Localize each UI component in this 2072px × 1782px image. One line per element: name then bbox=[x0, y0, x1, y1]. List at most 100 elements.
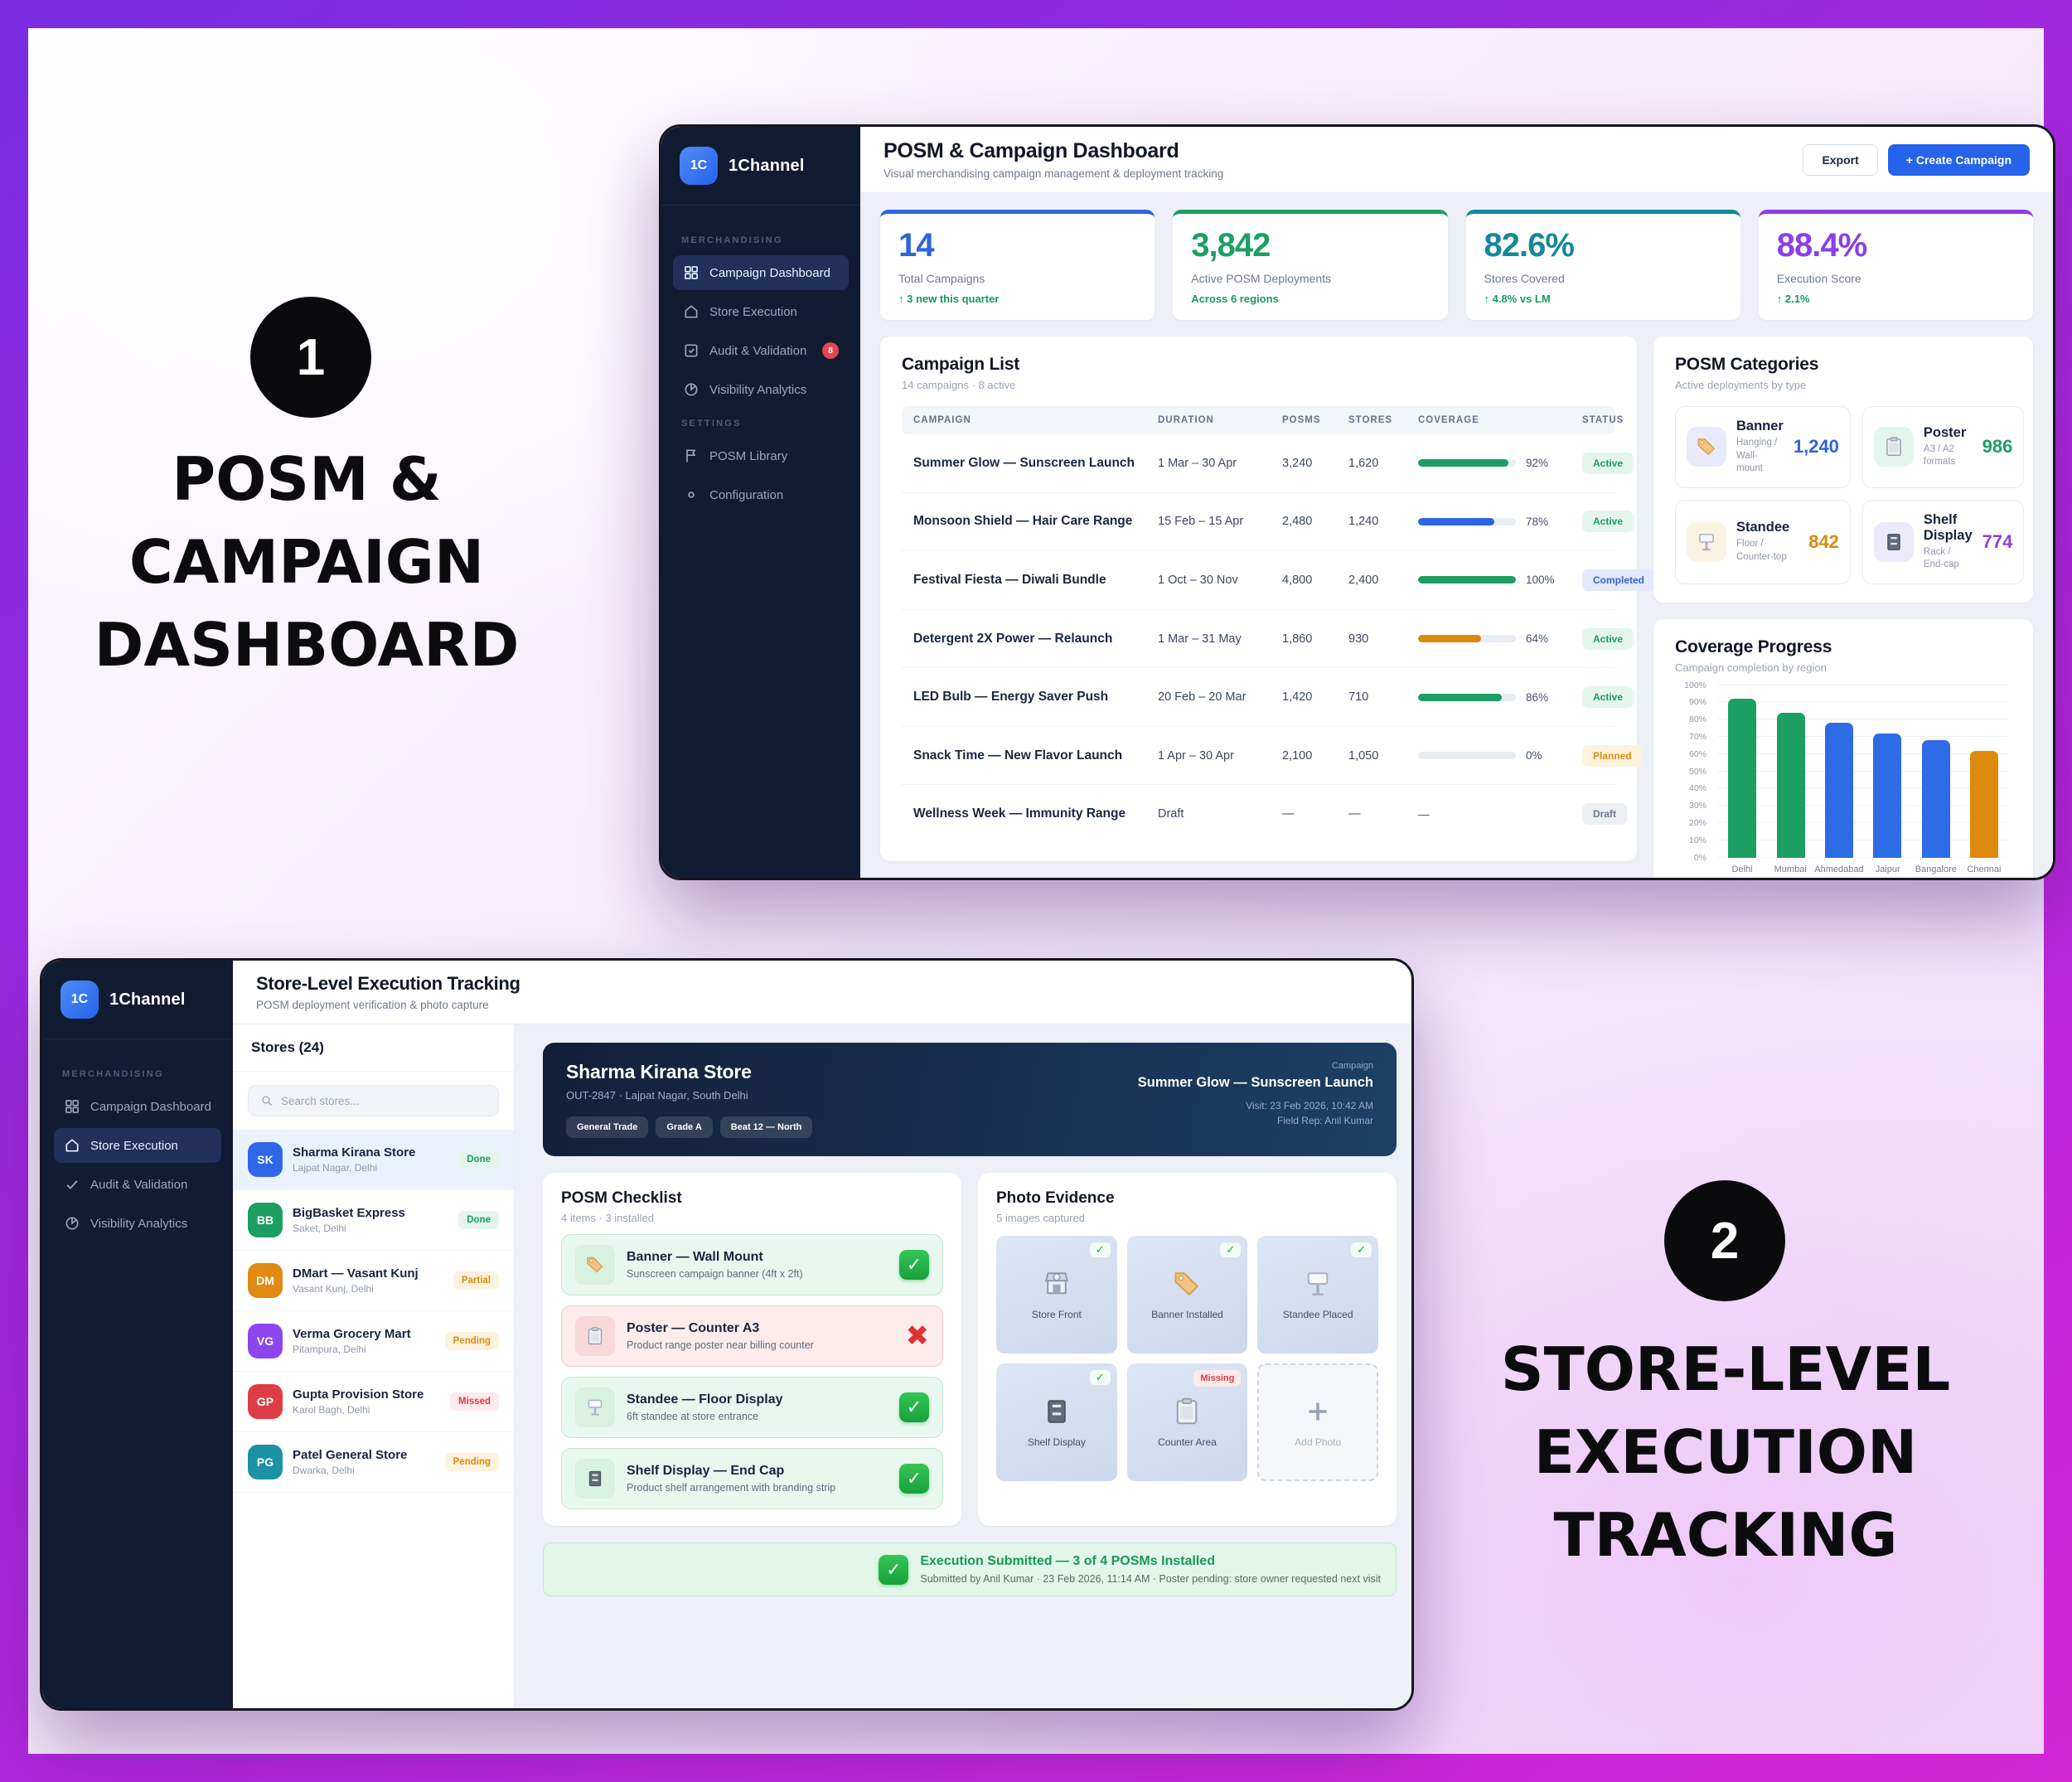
checked-icon[interactable]: ✓ bbox=[899, 1250, 929, 1280]
coverage-text: 78% bbox=[1526, 515, 1549, 528]
sidebar-item-audit-validation[interactable]: Audit & Validation bbox=[54, 1167, 221, 1202]
cross-icon[interactable]: ✖ bbox=[905, 1320, 930, 1352]
store-text: Patel General Store Dwarka, Delhi bbox=[293, 1448, 407, 1476]
export-button[interactable]: Export bbox=[1803, 143, 1878, 176]
store-list-item-sharma-kirana-store[interactable]: SK Sharma Kirana Store Lajpat Nagar, Delhi… bbox=[233, 1130, 514, 1190]
sidebar-item-posm-library[interactable]: POSM Library bbox=[673, 438, 849, 473]
table-row[interactable]: Summer Glow — Sunscreen Launch 1 Mar – 30… bbox=[902, 434, 1634, 493]
sidebar-item-configuration[interactable]: Configuration bbox=[673, 477, 849, 512]
table-row[interactable]: Snack Time — New Flavor Launch 1 Apr – 30… bbox=[902, 727, 1643, 786]
checked-icon[interactable]: ✓ bbox=[899, 1392, 929, 1422]
category-name: Poster bbox=[1923, 424, 1967, 440]
nav-label: Audit & Validation bbox=[709, 343, 807, 358]
search-input[interactable] bbox=[281, 1094, 487, 1107]
coverage-fill bbox=[1418, 459, 1508, 467]
photo-tile-banner-installed[interactable]: ✓ Banner Installed bbox=[1126, 1236, 1248, 1353]
store-text: Gupta Provision Store Karol Bagh, Delhi bbox=[293, 1387, 424, 1416]
photo-tile-shelf-display[interactable]: ✓ Shelf Display bbox=[996, 1363, 1117, 1481]
sidebar-item-campaign-dashboard[interactable]: Campaign Dashboard bbox=[673, 255, 849, 290]
stat-sub: ↑ 2.1% bbox=[1776, 293, 1810, 305]
campaign-label: Campaign bbox=[1331, 1061, 1373, 1071]
posm-category-poster[interactable]: Poster A3 / A2 formats 986 bbox=[1861, 406, 2025, 488]
campaign-coverage: — bbox=[1418, 808, 1582, 821]
brand-logo: 1C bbox=[61, 981, 99, 1019]
category-value: 1,240 bbox=[1793, 436, 1839, 458]
checklist-item-poster-counter-a3[interactable]: Poster — Counter A3 Product range poster … bbox=[561, 1305, 943, 1367]
store-name: DMart — Vasant Kunj bbox=[293, 1266, 419, 1281]
store-search[interactable] bbox=[248, 1085, 499, 1116]
campaign-posms: 1,860 bbox=[1282, 632, 1313, 646]
photo-tile-add-photo[interactable]: Add Photo bbox=[1257, 1363, 1378, 1481]
photo-tile-standee-placed[interactable]: ✓ Standee Placed bbox=[1257, 1236, 1378, 1353]
sidebar-item-store-execution[interactable]: Store Execution bbox=[673, 294, 849, 329]
right-column: POSM Categories Active deployments by ty… bbox=[1653, 337, 2033, 878]
gridline bbox=[1718, 701, 2008, 703]
checklist-item-banner-wall-mount[interactable]: Banner — Wall Mount Sunscreen campaign ba… bbox=[561, 1234, 943, 1295]
nav-label: Store Execution bbox=[90, 1138, 178, 1153]
store-list-item-patel-general-store[interactable]: PG Patel General Store Dwarka, Delhi Pendin… bbox=[233, 1432, 514, 1493]
sidebar-item-visibility-analytics[interactable]: Visibility Analytics bbox=[54, 1206, 221, 1241]
checklist-text: Banner — Wall Mount Sunscreen campaign ba… bbox=[627, 1250, 803, 1280]
y-tick: 20% bbox=[1688, 817, 1706, 828]
pie-icon bbox=[683, 381, 700, 398]
sidebar-item-visibility-analytics[interactable]: Visibility Analytics bbox=[673, 372, 849, 407]
table-row[interactable]: Detergent 2X Power — Relaunch 1 Mar – 31 … bbox=[902, 610, 1634, 669]
store-list-item-dmart-vasant-kunj[interactable]: DM DMart — Vasant Kunj Vasant Kunj, Delhi P… bbox=[233, 1251, 514, 1311]
photo-tile-store-front[interactable]: ✓ Store Front bbox=[996, 1236, 1117, 1353]
checklist-item-shelf-display-end-cap[interactable]: Shelf Display — End Cap Product shelf arr… bbox=[561, 1448, 943, 1509]
checked-icon[interactable]: ✓ bbox=[899, 1464, 929, 1494]
store-list-item-gupta-provision-store[interactable]: GP Gupta Provision Store Karol Bagh, Delhi… bbox=[233, 1372, 514, 1432]
y-tick: 100% bbox=[1684, 680, 1706, 690]
sidebar-item-audit-validation[interactable]: Audit & Validation 8 bbox=[673, 333, 849, 368]
brand-name: 1Channel bbox=[729, 156, 805, 175]
standee-icon bbox=[1303, 1269, 1333, 1299]
execution-submitted-banner: ✓ Execution Submitted — 3 of 4 POSMs Ins… bbox=[543, 1542, 1397, 1596]
checklist-title: POSM Checklist bbox=[561, 1189, 682, 1207]
header-actions: Export + Create Campaign bbox=[1803, 143, 2030, 176]
posm-category-banner[interactable]: Banner Hanging / Wall-mount 1,240 bbox=[1675, 406, 1851, 488]
sidebar-item-store-execution[interactable]: Store Execution bbox=[54, 1128, 221, 1163]
category-sub: Floor / Counter-top bbox=[1736, 539, 1787, 562]
photo-label: Add Photo bbox=[1295, 1436, 1342, 1448]
table-row[interactable]: Monsoon Shield — Hair Care Range 15 Feb –… bbox=[902, 493, 1634, 552]
coverage-text: 92% bbox=[1526, 457, 1549, 470]
posm-category-standee[interactable]: Standee Floor / Counter-top 842 bbox=[1675, 499, 1851, 584]
store-list-item-bigbasket-express[interactable]: BB BigBasket Express Saket, Delhi Done bbox=[233, 1190, 514, 1251]
checklist-items: Banner — Wall Mount Sunscreen campaign ba… bbox=[561, 1224, 943, 1509]
table-row[interactable]: Wellness Week — Immunity Range Draft — — — Dr… bbox=[902, 785, 1628, 843]
gridline bbox=[1718, 805, 2008, 806]
checklist-item-sub: Product range poster near billing counte… bbox=[627, 1339, 814, 1351]
page-subtitle: Visual merchandising campaign management… bbox=[884, 167, 1224, 180]
step1-title: POSM & CAMPAIGN DASHBOARD bbox=[46, 438, 568, 686]
stat-card-total-campaigns: 14 Total Campaigns ↑ 3 new this quarter bbox=[880, 210, 1155, 320]
checklist-item-standee-floor-display[interactable]: Standee — Floor Display 6ft standee at st… bbox=[561, 1377, 943, 1438]
store-location: Karol Bagh, Delhi bbox=[293, 1404, 370, 1416]
stat-label: Stores Covered bbox=[1484, 272, 1565, 285]
sidebar: 1C 1Channel MERCHANDISING Campaign Dashb… bbox=[661, 127, 860, 878]
home-icon bbox=[64, 1137, 80, 1154]
stat-card-active-posm-deployments: 3,842 Active POSM Deployments Across 6 reg… bbox=[1173, 210, 1448, 320]
create-campaign-button[interactable]: + Create Campaign bbox=[1887, 143, 2030, 176]
column-header-status: STATUS bbox=[1582, 415, 1624, 425]
nav-label: POSM Library bbox=[709, 448, 788, 463]
status-badge: Active bbox=[1582, 627, 1634, 650]
step2-title-line3: TRACKING bbox=[1553, 1500, 1898, 1570]
category-value: 986 bbox=[1982, 436, 2013, 458]
tag-icon bbox=[575, 1245, 615, 1285]
campaign-name: Summer Glow — Sunscreen Launch bbox=[1137, 1075, 1373, 1090]
nav-label: Campaign Dashboard bbox=[709, 265, 830, 280]
sidebar-item-campaign-dashboard[interactable]: Campaign Dashboard bbox=[54, 1089, 221, 1124]
cabinet-icon bbox=[1873, 521, 1914, 562]
store-avatar: DM bbox=[248, 1263, 283, 1298]
store-name: Verma Grocery Mart bbox=[293, 1327, 411, 1341]
table-row[interactable]: Festival Fiesta — Diwali Bundle 1 Oct – 3… bbox=[902, 551, 1656, 610]
checklist-item-title: Poster — Counter A3 bbox=[627, 1321, 760, 1335]
posm-category-shelf-display[interactable]: Shelf Display Rack / End-cap 774 bbox=[1861, 499, 2025, 584]
photo-tile-counter-area[interactable]: Missing Counter Area bbox=[1126, 1363, 1248, 1481]
banner-text: Execution Submitted — 3 of 4 POSMs Insta… bbox=[920, 1554, 1381, 1585]
step2-title-line2: EXECUTION bbox=[1533, 1417, 1918, 1487]
audit-icon bbox=[683, 342, 700, 359]
table-row[interactable]: LED Bulb — Energy Saver Push 20 Feb – 20 … bbox=[902, 668, 1634, 727]
photo-evidence-subtitle: 5 images captured bbox=[996, 1212, 1085, 1224]
store-list-item-verma-grocery-mart[interactable]: VG Verma Grocery Mart Pitampura, Delhi Pend… bbox=[233, 1311, 514, 1372]
